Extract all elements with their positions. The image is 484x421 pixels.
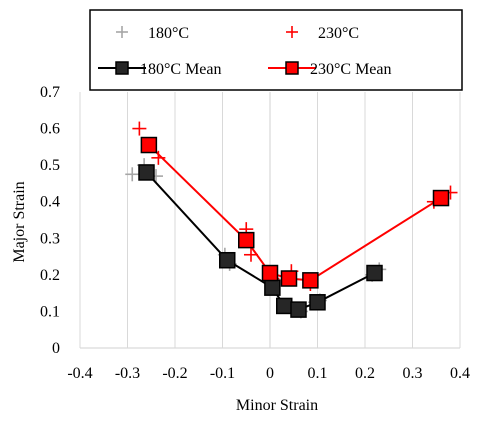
legend-item: 230°C Mean — [268, 61, 392, 78]
legend-box — [89, 9, 463, 91]
x-tick-label: 0 — [266, 365, 274, 382]
legend-marker-square — [285, 61, 299, 75]
ticks-layer: -0.4 -0.3 -0.2 -0.1 0 0.1 0.2 0.3 0.4 0 0.1 0.2 0.3 0… — [40, 84, 470, 382]
y-tick-label: 0 — [52, 340, 60, 357]
x-tick-label: 0.4 — [450, 365, 470, 382]
x-tick-label: -0.3 — [115, 365, 140, 382]
y-tick-label: 0.3 — [40, 230, 60, 247]
mean-marker — [276, 297, 293, 315]
mean-marker — [138, 164, 155, 181]
mean-marker — [366, 264, 383, 282]
series-mean-line-2 — [138, 164, 383, 318]
legend-marker-plus — [116, 26, 128, 38]
x-axis-title: Minor Strain — [236, 397, 318, 414]
mean-marker — [238, 231, 255, 249]
data-point-plus — [132, 121, 147, 136]
data-point-plus — [125, 167, 140, 182]
legend-item: 180°C — [116, 25, 189, 42]
mean-line — [148, 144, 442, 282]
mean-line — [145, 171, 375, 311]
mean-marker — [140, 136, 158, 154]
legend-label: 230°C Mean — [310, 61, 392, 78]
legend-marker-square — [115, 61, 129, 75]
series-points-0 — [125, 158, 387, 319]
series-layer — [125, 121, 458, 319]
y-tick-label: 0.2 — [40, 267, 60, 284]
legend-label: 230°C — [318, 25, 359, 42]
x-tick-label: -0.1 — [210, 365, 235, 382]
y-tick-label: 0.7 — [40, 84, 60, 101]
axes-layer — [80, 92, 460, 349]
x-tick-label: 0.2 — [355, 365, 375, 382]
x-tick-label: -0.2 — [162, 365, 187, 382]
mean-marker — [264, 279, 281, 296]
grid-layer — [79, 92, 461, 348]
mean-marker — [290, 301, 307, 318]
legend-label: 180°C — [148, 25, 189, 42]
mean-marker — [261, 264, 279, 282]
x-tick-label: 0.3 — [403, 365, 423, 382]
x-tick-label: 0.1 — [308, 365, 328, 382]
legend-marker-plus — [286, 26, 298, 38]
y-tick-label: 0.5 — [40, 157, 60, 174]
legend-item: 180°C Mean — [98, 61, 222, 78]
y-tick-label: 0.6 — [40, 121, 60, 138]
y-axis-title: Major Strain — [11, 181, 28, 262]
x-tick-label: -0.4 — [67, 365, 92, 382]
y-tick-label: 0.1 — [40, 303, 60, 320]
y-tick-label: 0.4 — [40, 194, 60, 211]
legend: 180°C 230°C 180°C Mean 230°C Mean — [89, 9, 463, 91]
legend-item: 230°C — [286, 25, 359, 42]
mean-marker — [432, 189, 450, 207]
mean-marker — [302, 272, 319, 289]
mean-marker — [219, 251, 236, 269]
series-points-1 — [132, 121, 458, 291]
legend-items: 180°C 230°C 180°C Mean 230°C Mean — [98, 25, 392, 78]
mean-marker — [280, 270, 298, 287]
series-mean-line-3 — [140, 136, 450, 289]
legend-label: 180°C Mean — [140, 61, 222, 78]
mean-marker — [309, 294, 326, 311]
